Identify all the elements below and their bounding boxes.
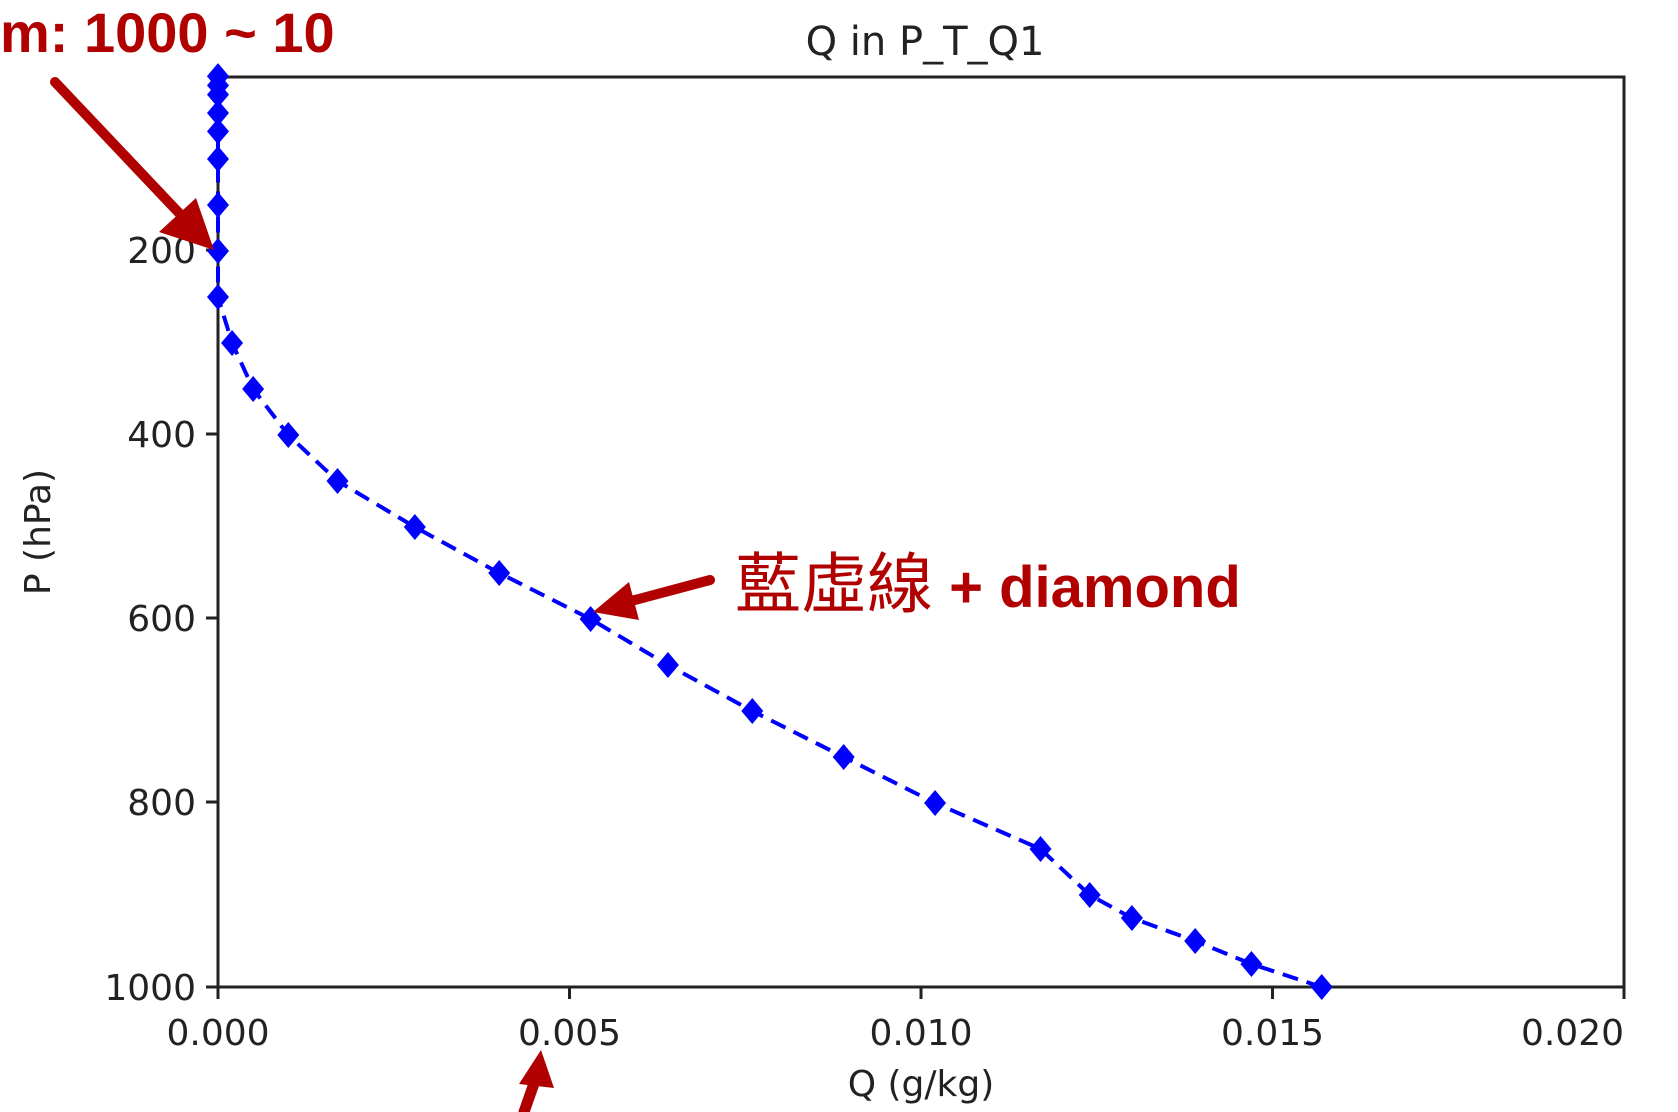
- data-point-diamond: [741, 698, 764, 724]
- data-point-diamond: [1184, 928, 1207, 954]
- data-point-diamond: [242, 376, 265, 402]
- data-point-diamond: [1310, 974, 1333, 1000]
- series-line: [216, 76, 1323, 989]
- data-point-diamond: [207, 100, 229, 126]
- series-q: [207, 63, 1333, 1000]
- y-tick-label: 1000: [104, 968, 196, 1009]
- annotation-style-latin: + diamond: [933, 555, 1241, 620]
- chart-title: Q in P_T_Q1: [806, 19, 1045, 65]
- data-point-diamond: [1240, 951, 1263, 977]
- annotation-arrow-head: [159, 198, 214, 250]
- y-tick-label: 800: [127, 783, 196, 824]
- annotation-arrow-shaft: [615, 575, 715, 609]
- data-point-diamond: [207, 284, 229, 310]
- annotation-arrow-head: [593, 582, 639, 620]
- x-tick-label: 0.010: [869, 1013, 972, 1054]
- x-tick-label: 0.020: [1521, 1013, 1624, 1054]
- data-point-diamond: [1029, 836, 1052, 862]
- x-tick-label: 0.015: [1221, 1013, 1324, 1054]
- data-point-diamond: [326, 468, 349, 494]
- annotation-style-label: 藍虛線 + diamond: [735, 546, 1241, 623]
- data-point-diamond: [207, 238, 229, 264]
- x-axis-title: Q (g/kg): [848, 1064, 995, 1105]
- data-point-diamond: [207, 192, 229, 218]
- y-tick-label: 600: [127, 599, 196, 640]
- data-point-diamond: [488, 560, 511, 586]
- x-tick-label: 0.005: [518, 1013, 621, 1054]
- y-axis-title: P (hPa): [18, 469, 59, 595]
- data-point-diamond: [1078, 882, 1101, 908]
- annotation-range-label: m: 1000 ~ 10: [0, 1, 335, 64]
- data-point-diamond: [207, 118, 229, 145]
- data-point-diamond: [207, 63, 229, 90]
- data-point-diamond: [207, 146, 229, 172]
- data-point-diamond: [1120, 905, 1143, 931]
- data-point-diamond: [656, 652, 679, 678]
- x-axis: 0.000 0.005 0.010 0.015 0.020: [166, 987, 1626, 1054]
- data-point-diamond: [221, 330, 244, 356]
- data-point-diamond: [403, 514, 426, 540]
- plot-area: [216, 75, 1626, 989]
- annotation-arrow-shaft: [50, 77, 202, 237]
- data-point-diamond: [277, 422, 300, 448]
- data-point-diamond: [832, 744, 855, 770]
- y-axis: 200 400 600 800 1000: [104, 231, 218, 1009]
- x-tick-label: 0.000: [166, 1013, 269, 1054]
- data-point-diamond: [924, 790, 947, 816]
- annotation-style-cjk: 藍虛線: [735, 546, 933, 623]
- y-tick-label: 400: [127, 415, 196, 456]
- annotation-arrow-head: [519, 1050, 554, 1088]
